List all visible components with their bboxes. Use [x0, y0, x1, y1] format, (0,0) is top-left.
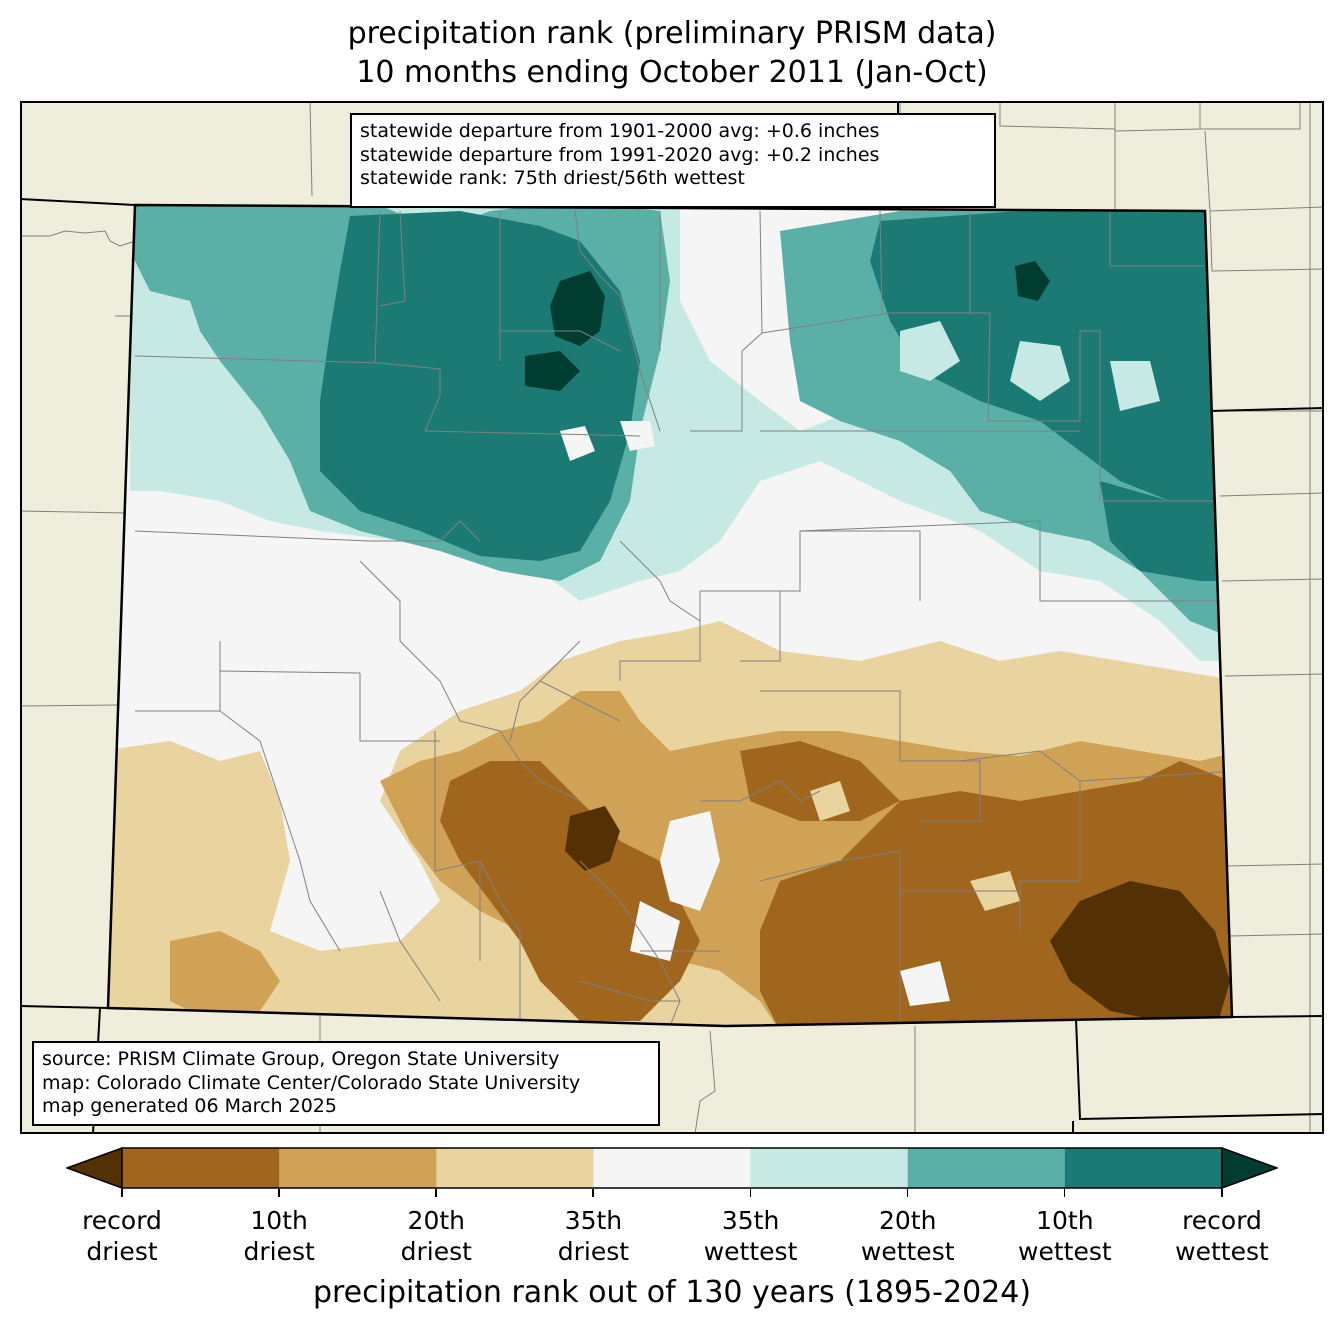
wet-record-patch-1 [550, 271, 605, 346]
tick-label-line-2: driest [243, 1237, 315, 1266]
stats-line-1991-2020: statewide departure from 1991-2020 avg: … [360, 143, 880, 166]
tick-label-line-1: 35th [564, 1206, 623, 1235]
wet-region-dark [320, 211, 640, 561]
colorbar-segment-0 [122, 1148, 280, 1188]
dry-region-dark-mid [740, 741, 900, 821]
colorbar-tick-label-3: 35th driest [513, 1205, 673, 1267]
map-frame-border [20, 101, 1324, 1134]
map-credit-line: map: Colorado Climate Center/Colorado St… [42, 1071, 581, 1094]
wet-region-dark-southeast [1100, 481, 1232, 581]
colorado-border [106, 203, 1234, 1028]
statewide-stats-box: statewide departure from 1901-2000 avg: … [350, 113, 996, 208]
colorbar-segment-6 [1064, 1148, 1223, 1188]
tick-label-line-1: 20th [407, 1206, 466, 1235]
wet-light-holes [900, 321, 1160, 411]
colorbar-segment-4 [750, 1148, 909, 1188]
colorbar-tick-mark-2 [435, 1189, 437, 1197]
tick-label-line-2: driest [400, 1237, 472, 1266]
tick-label-line-1: 10th [1036, 1206, 1094, 1235]
county-lines [134, 210, 1232, 1026]
wet-record-patch-2 [525, 351, 580, 391]
source-box: source: PRISM Climate Group, Oregon Stat… [32, 1041, 660, 1126]
dry-record-patch-2 [1050, 881, 1230, 1021]
precip-rank-field [108, 205, 1232, 1026]
dry-light-holes [810, 781, 1020, 911]
colorbar-tick-mark-3 [592, 1189, 594, 1197]
map-title-line-2: 10 months ending October 2011 (Jan-Oct) [356, 55, 988, 90]
colorbar-tick-label-4: 35th wettest [671, 1205, 831, 1267]
colorbar-tick-mark-5 [906, 1189, 909, 1197]
stats-line-1901-2000: statewide departure from 1901-2000 avg: … [360, 120, 880, 142]
tick-label-line-1: record [82, 1206, 162, 1235]
colorbar-tick-mark-1 [278, 1189, 280, 1197]
dry-white-holes [630, 811, 950, 1006]
colorbar-label: precipitation rank out of 130 years (189… [312, 1275, 1032, 1310]
stats-line-rank: statewide rank: 75th driest/56th wettest [360, 167, 745, 189]
tick-label-line-2: driest [557, 1237, 630, 1266]
tick-label-line-2: wettest [703, 1237, 798, 1266]
colorbar-tick-mark-4 [749, 1189, 752, 1197]
map-panel: statewide departure from 1901-2000 avg: … [19, 100, 1325, 1135]
generated-date-line: map generated 06 March 2025 [42, 1095, 337, 1117]
colorbar-tick-label-2: 20th driest [356, 1205, 516, 1267]
tick-label-line-2: driest [86, 1237, 158, 1266]
dry-record-patch-1 [565, 806, 620, 871]
colorbar-extension-low [66, 1147, 123, 1189]
tick-label-line-1: 20th [878, 1206, 937, 1235]
map-svg [19, 100, 1325, 1135]
colorbar-tick-label-0: record driest [42, 1205, 202, 1267]
dry-region-medium-west [170, 931, 280, 1021]
colorbar-tick-mark-6 [1063, 1189, 1066, 1197]
colorbar-segment-3 [593, 1148, 752, 1188]
colorbar-tick-label-6: 10th wettest [985, 1205, 1145, 1267]
colorbar-tick-mark-7 [1221, 1189, 1223, 1197]
tick-label-line-1: record [1182, 1206, 1262, 1235]
source-line: source: PRISM Climate Group, Oregon Stat… [42, 1048, 560, 1070]
colorbar-segment-5 [907, 1148, 1066, 1188]
colorbar-segment-1 [279, 1148, 437, 1188]
wet-record-patch-3 [1015, 261, 1050, 301]
colorbar-tick-label-7: record wettest [1142, 1205, 1302, 1267]
dry-region-dark [440, 761, 700, 1021]
colorbar-tick-label-1: 10th driest [199, 1205, 359, 1267]
tick-label-line-2: wettest [1018, 1237, 1112, 1266]
colorbar [66, 1147, 1278, 1189]
colorbar-segment-2 [436, 1148, 594, 1188]
tick-label-line-1: 10th [250, 1206, 308, 1235]
wet-holes-center [560, 421, 655, 461]
tick-label-line-2: wettest [1175, 1237, 1269, 1266]
colorbar-outline [121, 1147, 1223, 1189]
colorbar-tick-label-5: 20th wettest [828, 1205, 988, 1267]
colorbar-tick-mark-0 [121, 1189, 123, 1197]
colorbar-extension-high [1221, 1147, 1278, 1189]
tick-label-line-2: wettest [860, 1237, 955, 1266]
tick-label-line-1: 35th [721, 1206, 780, 1235]
map-title-line-1: precipitation rank (preliminary PRISM da… [347, 16, 997, 51]
